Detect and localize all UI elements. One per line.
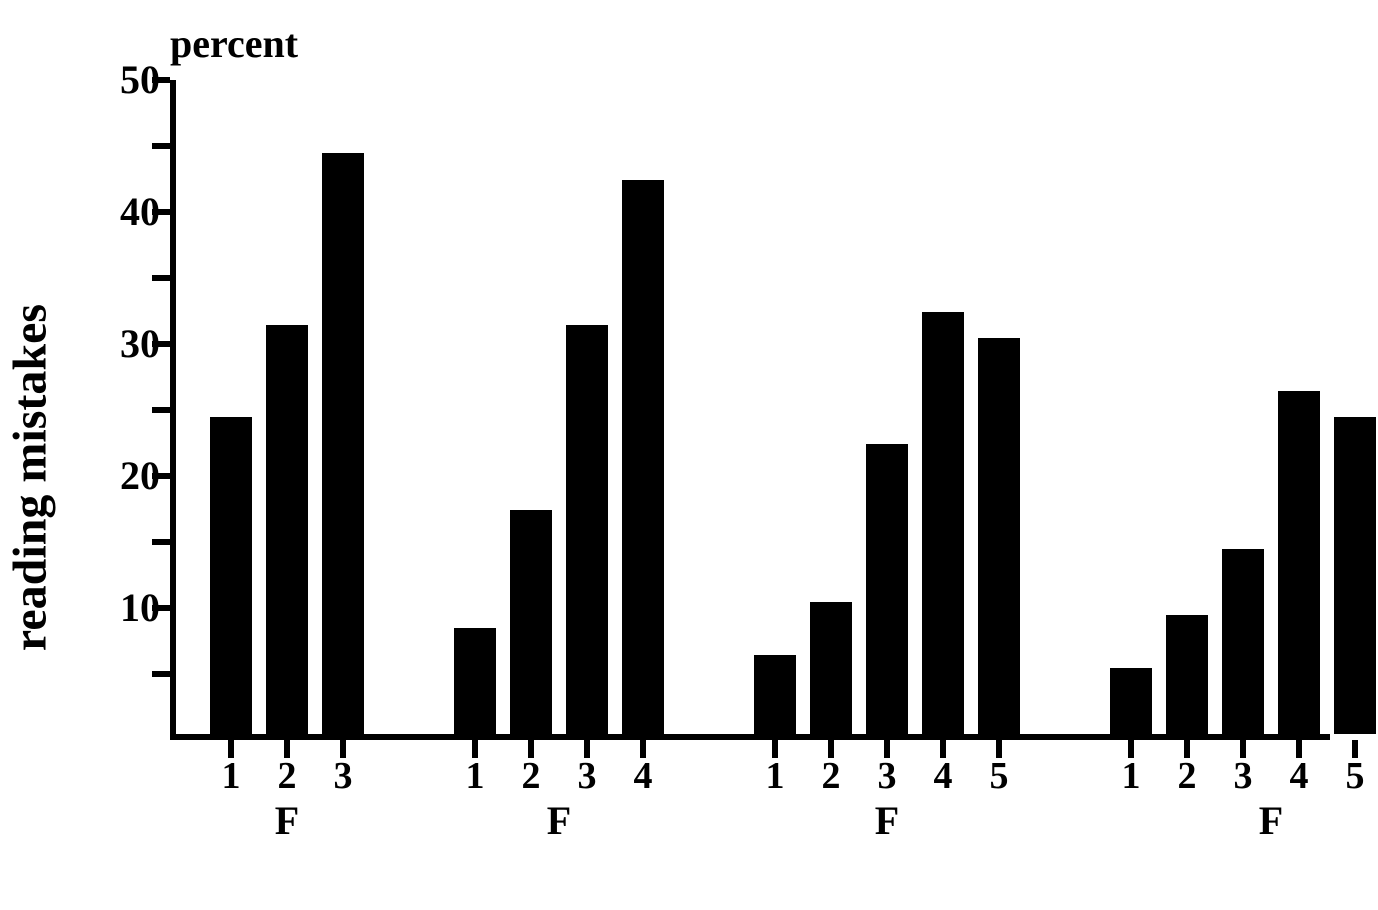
- bar-label: 4: [628, 754, 658, 798]
- y-minor-tick: [152, 275, 170, 281]
- bar: [1222, 549, 1264, 734]
- bar-label: 4: [1284, 754, 1314, 798]
- bar: [454, 628, 496, 734]
- bar: [210, 417, 252, 734]
- group-label: F: [272, 797, 302, 844]
- bar-label: 1: [760, 754, 790, 798]
- y-minor-tick: [152, 539, 170, 545]
- bar-label: 5: [984, 754, 1014, 798]
- chart-container: reading mistakes percent 1020304050123F1…: [40, 30, 1340, 880]
- group-label: F: [1256, 797, 1286, 844]
- bar-label: 1: [460, 754, 490, 798]
- bar: [322, 153, 364, 734]
- bar-label: 2: [272, 754, 302, 798]
- bar-label: 1: [216, 754, 246, 798]
- bar-label: 1: [1116, 754, 1146, 798]
- y-tick-label: 10: [100, 584, 160, 631]
- group-label: F: [544, 797, 574, 844]
- bar: [922, 312, 964, 734]
- bar-label: 2: [516, 754, 546, 798]
- bar-label: 4: [928, 754, 958, 798]
- y-axis-line: [170, 80, 176, 740]
- bar-label: 2: [816, 754, 846, 798]
- bar: [510, 510, 552, 734]
- y-minor-tick: [152, 143, 170, 149]
- plot-area: 1020304050123F1234F12345F123456F: [170, 80, 1330, 740]
- bar-label: 3: [872, 754, 902, 798]
- y-axis-label: reading mistakes: [3, 304, 58, 651]
- bar-label: 3: [572, 754, 602, 798]
- bar: [566, 325, 608, 734]
- y-tick-label: 20: [100, 452, 160, 499]
- y-axis-unit-label: percent: [170, 20, 298, 67]
- y-tick-label: 50: [100, 56, 160, 103]
- bar-label: 2: [1172, 754, 1202, 798]
- bar-label: 3: [1228, 754, 1258, 798]
- bar: [1278, 391, 1320, 734]
- y-tick-label: 40: [100, 188, 160, 235]
- y-minor-tick: [152, 407, 170, 413]
- bar-label: 3: [328, 754, 358, 798]
- bar: [1166, 615, 1208, 734]
- bar: [1334, 417, 1376, 734]
- bar: [754, 655, 796, 734]
- bar: [866, 444, 908, 734]
- y-minor-tick: [152, 671, 170, 677]
- group-label: F: [872, 797, 902, 844]
- bar: [1110, 668, 1152, 734]
- bar-label: 5: [1340, 754, 1370, 798]
- bar: [266, 325, 308, 734]
- bar: [622, 180, 664, 734]
- bar: [810, 602, 852, 734]
- bar: [978, 338, 1020, 734]
- y-tick-label: 30: [100, 320, 160, 367]
